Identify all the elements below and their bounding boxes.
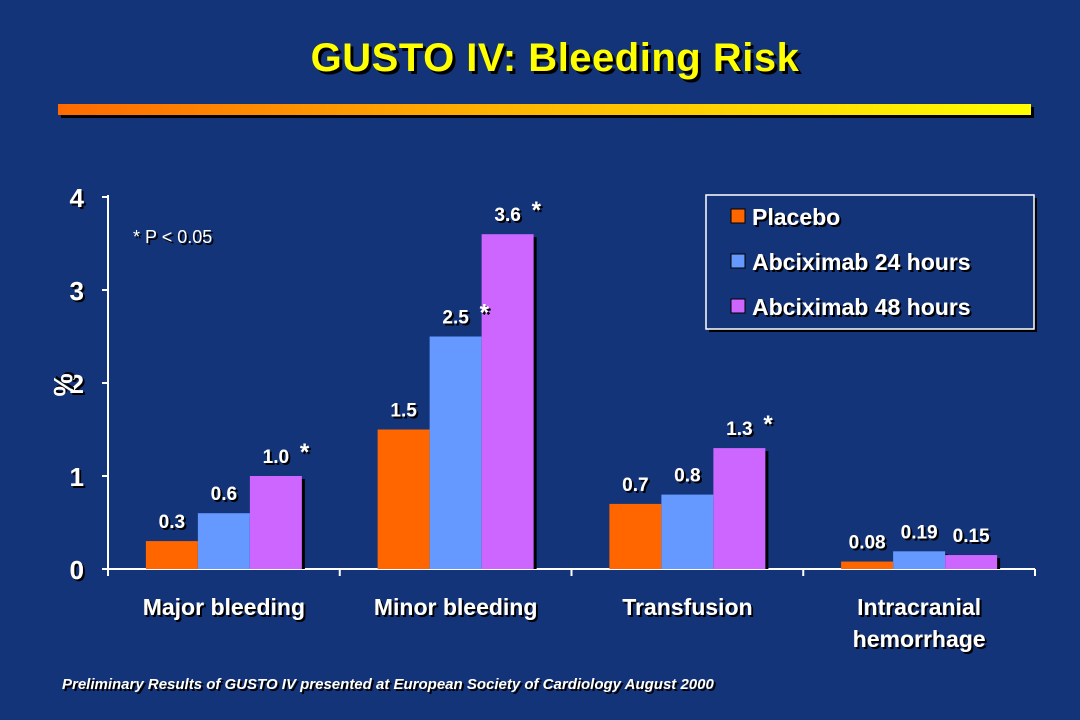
bar	[429, 336, 482, 569]
bar	[713, 448, 766, 569]
bar	[481, 234, 534, 569]
y-tick-label: 4	[70, 183, 85, 213]
legend-label: Placebo	[752, 204, 840, 230]
data-label: 0.15	[953, 526, 990, 547]
bar	[893, 551, 946, 569]
legend-swatch	[730, 253, 746, 269]
significance-asterisk: *	[480, 300, 490, 327]
title-underline-bar	[58, 104, 1031, 115]
x-tick-label: hemorrhage	[853, 626, 986, 652]
y-axis-title: %	[48, 373, 78, 396]
bar	[661, 494, 714, 569]
bar	[145, 541, 198, 569]
x-tick-label: Transfusion	[622, 594, 752, 620]
x-tick-label: Intracranial	[857, 594, 981, 620]
bar	[841, 561, 894, 569]
significance-asterisk: *	[532, 197, 542, 224]
y-tick-label: 0	[70, 555, 84, 585]
y-tick-label: 2	[70, 369, 84, 399]
source-footnote: Preliminary Results of GUSTO IV presente…	[62, 676, 714, 693]
chart-bars	[145, 234, 1001, 569]
bar	[197, 513, 250, 569]
legend-box	[705, 194, 1035, 330]
data-label: 1.3	[726, 419, 752, 440]
chart-data-labels: 0.3 0.6 1.0 * 1.5 2.5 * 3.6 * 0.7 0.8 1.3 * 0.08 0.19 0…	[133, 197, 990, 553]
bar	[249, 476, 302, 569]
bar	[609, 503, 662, 569]
data-label: 0.3	[159, 512, 185, 533]
legend-swatch	[730, 298, 746, 314]
significance-note: * P < 0.05	[133, 227, 212, 247]
data-label: 0.6	[211, 484, 237, 505]
data-label: 3.6	[494, 205, 520, 226]
significance-asterisk: *	[300, 439, 310, 466]
data-label: 0.19	[901, 522, 938, 543]
y-tick-label: 3	[70, 276, 84, 306]
slide-title: GUSTO IV: Bleeding Risk	[310, 36, 800, 80]
data-label: 0.08	[849, 533, 886, 554]
data-label: 1.5	[390, 401, 417, 422]
x-tick-label: Major bleeding	[143, 594, 305, 620]
legend-swatch	[730, 208, 746, 224]
legend-label: Abciximab 24 hours	[752, 249, 971, 275]
data-label: 2.5	[442, 308, 469, 329]
chart-legend: Placebo Abciximab 24 hours Abciximab 48 ho…	[705, 194, 1037, 332]
y-tick-label: 1	[70, 462, 84, 492]
data-label: 0.8	[674, 466, 700, 487]
data-label: 0.7	[622, 475, 648, 496]
bar	[377, 429, 430, 569]
legend-label: Abciximab 48 hours	[752, 294, 971, 320]
data-label: 1.0	[263, 447, 289, 468]
x-tick-label: Minor bleeding	[374, 594, 538, 620]
bar	[945, 555, 998, 569]
significance-asterisk: *	[763, 411, 773, 438]
